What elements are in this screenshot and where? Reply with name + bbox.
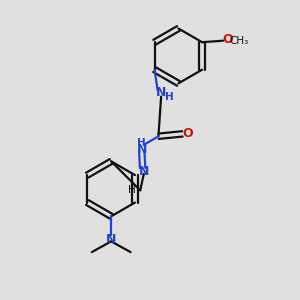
Text: CH₃: CH₃ [229,36,248,46]
Text: N: N [156,86,166,100]
Text: N: N [106,233,116,246]
Text: H: H [165,92,174,101]
Text: N: N [139,165,149,178]
Text: H: H [128,185,136,195]
Text: N: N [136,143,147,156]
Text: H: H [137,138,146,148]
Text: O: O [223,33,233,46]
Text: O: O [182,127,193,140]
